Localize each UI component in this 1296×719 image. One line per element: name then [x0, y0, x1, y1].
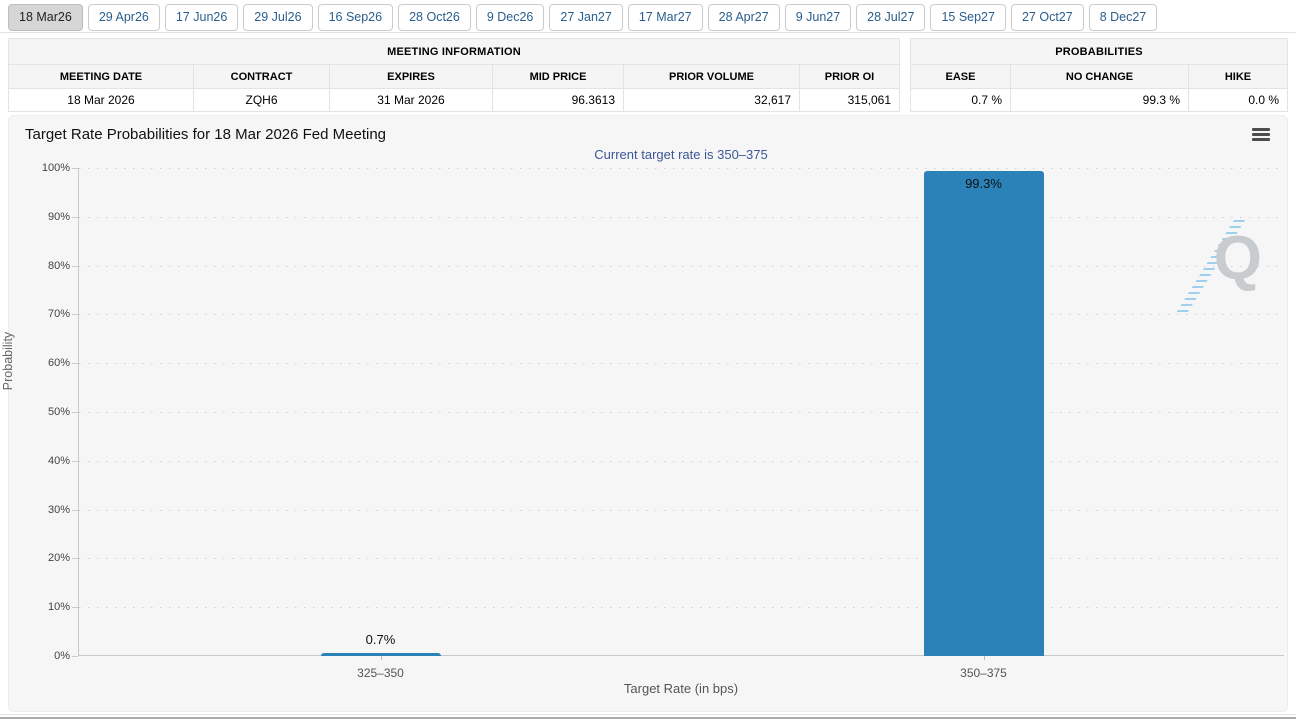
contract-value: ZQH6	[193, 88, 330, 112]
col-prior-oi: PRIOR OI	[799, 64, 900, 89]
y-tick-mark-30	[72, 509, 78, 511]
meeting-date-tabbar: 18 Mar26 29 Apr26 17 Jun26 29 Jul26 16 Sep26…	[0, 0, 1296, 33]
gridline-50	[79, 412, 1284, 413]
gridline-60	[79, 363, 1284, 365]
y-tick-mark-60	[72, 363, 78, 365]
col-mid-price: MID PRICE	[492, 64, 624, 89]
tab-28-apr27[interactable]: 28 Apr27	[707, 4, 780, 31]
col-ease: EASE	[910, 64, 1011, 89]
col-meeting-date: MEETING DATE	[8, 64, 194, 89]
y-tick-mark-0	[72, 656, 78, 657]
bar-value-label-325–350: 0.7%	[365, 631, 396, 647]
no-change-value: 99.3 %	[1010, 88, 1189, 112]
tab-29-apr26[interactable]: 29 Apr26	[87, 4, 160, 31]
col-hike: HIKE	[1188, 64, 1288, 89]
ease-value: 0.7 %	[910, 88, 1011, 112]
chart-subtitle: Current target rate is 350–375	[594, 147, 768, 162]
tab-15-sep27[interactable]: 15 Sep27	[930, 4, 1006, 31]
y-tick-0: 0%	[54, 650, 70, 662]
y-tick-10: 10%	[47, 601, 70, 614]
hamburger-menu-icon[interactable]	[1252, 128, 1270, 141]
gridline-70	[79, 314, 1284, 316]
page-bottom-edge	[0, 714, 1296, 719]
chart-title: Target Rate Probabilities for 18 Mar 202…	[25, 126, 387, 143]
y-tick-50: 50%	[47, 406, 70, 418]
probabilities-title: PROBABILITIES	[910, 38, 1288, 65]
watermark-q-letter: Q	[1213, 224, 1262, 293]
y-tick-70: 70%	[47, 308, 70, 321]
meeting-info-title: MEETING INFORMATION	[8, 38, 900, 65]
gridline-20	[79, 558, 1284, 560]
gridline-80	[79, 265, 1284, 267]
gridline-10	[79, 607, 1284, 609]
tab-28-jul27[interactable]: 28 Jul27	[856, 4, 926, 31]
quikstrike-watermark: Q	[1174, 220, 1264, 315]
y-tick-mark-20	[72, 558, 78, 560]
tab-9-jun27[interactable]: 9 Jun27	[784, 4, 852, 31]
tab-18-mar26[interactable]: 18 Mar26	[8, 4, 83, 31]
y-tick-90: 90%	[47, 210, 70, 223]
meeting-date-value: 18 Mar 2026	[8, 88, 194, 112]
y-tick-mark-50	[72, 412, 78, 413]
probabilities-table: PROBABILITIES EASE NO CHANGE HIKE 0.7 % …	[910, 38, 1288, 112]
x-tick-mark-350–375	[983, 656, 985, 660]
y-tick-40: 40%	[47, 454, 70, 467]
x-tick-mark-325–350	[380, 656, 382, 660]
bar-325–350	[320, 652, 441, 656]
y-tick-mark-40	[72, 460, 78, 462]
y-tick-80: 80%	[47, 259, 70, 272]
meeting-information-table: MEETING INFORMATION MEETING DATE CONTRAC…	[8, 38, 900, 112]
col-contract: CONTRACT	[193, 64, 330, 89]
y-tick-30: 30%	[47, 503, 70, 516]
prior-oi-value: 315,061	[799, 88, 900, 112]
col-expires: EXPIRES	[329, 64, 493, 89]
bar-value-label-350–375: 99.3%	[965, 176, 1002, 192]
x-category-label-350–375: 350–375	[960, 666, 1007, 680]
tab-16-sep26[interactable]: 16 Sep26	[317, 4, 394, 31]
tab-17-jun26[interactable]: 17 Jun26	[164, 4, 239, 31]
y-tick-mark-80	[72, 265, 78, 267]
probabilities-row: 0.7 % 99.3 % 0.0 %	[910, 88, 1288, 112]
mid-price-value: 96.3613	[492, 88, 624, 112]
y-tick-mark-90	[72, 216, 78, 218]
x-axis-title: Target Rate (in bps)	[623, 681, 739, 696]
y-tick-60: 60%	[47, 357, 70, 370]
expires-value: 31 Mar 2026	[329, 88, 493, 112]
gridline-100	[79, 168, 1284, 169]
meeting-info-row: 18 Mar 2026 ZQH6 31 Mar 2026 96.3613 32,…	[8, 88, 900, 112]
gridline-40	[79, 460, 1284, 462]
gridline-90	[79, 216, 1284, 218]
bar-350–375	[923, 171, 1044, 656]
y-tick-mark-10	[72, 607, 78, 609]
chart-panel: Target Rate Probabilities for 18 Mar 202…	[1, 115, 1288, 712]
tab-17-mar27[interactable]: 17 Mar27	[627, 4, 703, 31]
y-tick-mark-100	[72, 168, 78, 169]
gridline-30	[79, 509, 1284, 511]
hike-value: 0.0 %	[1188, 88, 1288, 112]
tab-28-oct26[interactable]: 28 Oct26	[398, 4, 471, 31]
tab-8-dec27[interactable]: 8 Dec27	[1088, 4, 1158, 31]
tab-27-oct27[interactable]: 27 Oct27	[1010, 4, 1084, 31]
col-no-change: NO CHANGE	[1010, 64, 1189, 89]
bar-chart-plot-area: Q 0% 10% 20% 30% 40% 50% 60% 70% 80% 90% 100% 0.7% 3…	[42, 162, 1284, 680]
y-tick-mark-70	[72, 314, 78, 316]
tab-29-jul26[interactable]: 29 Jul26	[243, 4, 313, 31]
y-tick-100: 100%	[41, 162, 70, 174]
y-axis-title: Probability	[1, 331, 15, 391]
col-prior-volume: PRIOR VOLUME	[623, 64, 800, 89]
tab-9-dec26[interactable]: 9 Dec26	[475, 4, 545, 31]
tab-27-jan27[interactable]: 27 Jan27	[549, 4, 623, 31]
summary-tables: MEETING INFORMATION MEETING DATE CONTRAC…	[8, 38, 1288, 112]
y-tick-20: 20%	[47, 552, 70, 565]
prior-volume-value: 32,617	[623, 88, 800, 112]
x-category-label-325–350: 325–350	[357, 666, 404, 680]
